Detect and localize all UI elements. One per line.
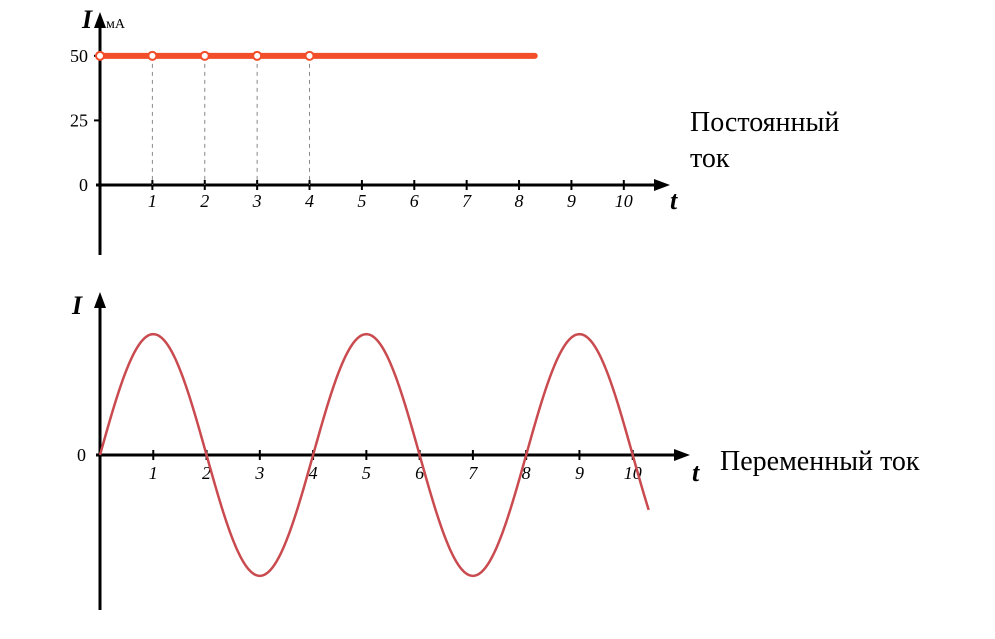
label-ac-text: Переменный ток [720,446,919,477]
svg-text:6: 6 [410,191,419,211]
svg-text:0: 0 [79,175,88,195]
svg-text:4: 4 [305,191,314,211]
svg-text:5: 5 [357,191,366,211]
chart-dc: 0 25 50 1 2 3 4 5 6 7 8 9 10 IмA t [40,10,680,260]
label-ac: Переменный ток [720,444,919,480]
svg-text:мA: мA [106,17,126,32]
svg-text:3: 3 [254,463,264,483]
svg-text:25: 25 [70,110,88,130]
svg-text:I: I [71,291,83,320]
label-dc-line2: ток [690,143,729,174]
svg-text:9: 9 [567,191,576,211]
svg-text:9: 9 [575,463,584,483]
svg-text:1: 1 [148,191,157,211]
chart-ac-svg: 012345678910It [40,290,700,620]
svg-text:10: 10 [615,191,633,211]
svg-text:7: 7 [462,191,472,211]
label-dc: Постоянный ток [690,105,839,178]
svg-text:t: t [692,458,700,487]
svg-text:50: 50 [70,46,88,66]
chart-dc-svg: 0 25 50 1 2 3 4 5 6 7 8 9 10 IмA t [40,10,680,260]
svg-text:t: t [670,186,678,215]
svg-text:3: 3 [252,191,262,211]
svg-text:5: 5 [362,463,371,483]
svg-text:I: I [81,10,93,34]
svg-text:1: 1 [149,463,158,483]
label-dc-line1: Постоянный [690,107,839,138]
chart-ac: 012345678910It [40,290,700,620]
svg-text:2: 2 [200,191,209,211]
svg-text:8: 8 [515,191,524,211]
svg-text:0: 0 [77,445,86,465]
svg-text:7: 7 [468,463,478,483]
